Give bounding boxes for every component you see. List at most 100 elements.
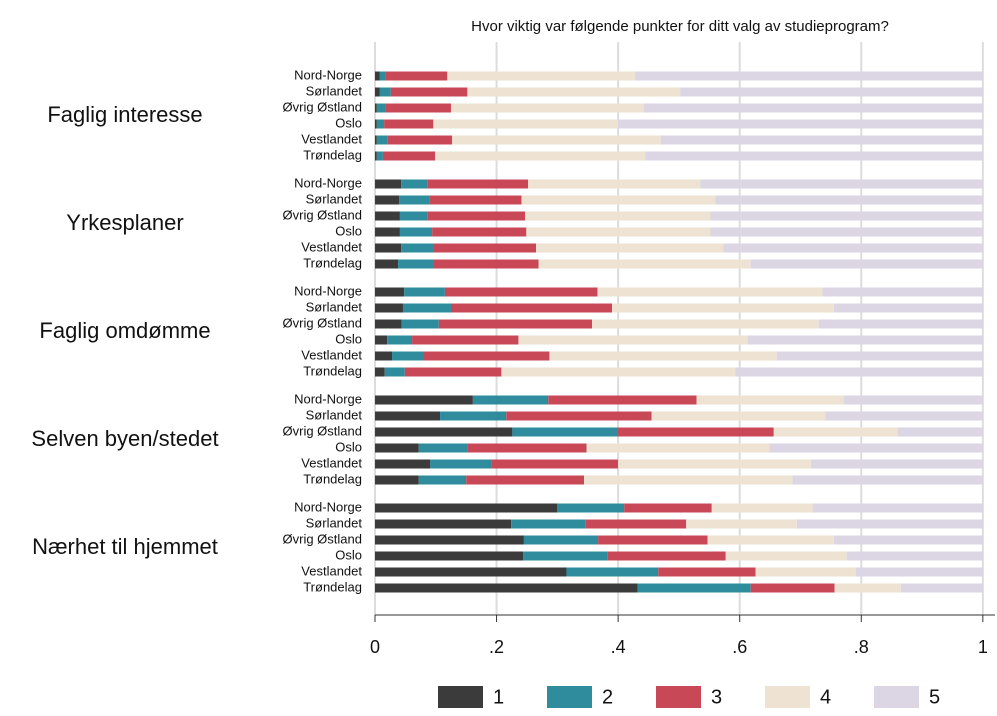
bar-segment — [375, 395, 473, 405]
y-tick-label: Nord-Norge — [294, 67, 362, 82]
bar-segment — [402, 303, 451, 313]
bar-segment — [643, 103, 983, 113]
bar-segment — [725, 551, 847, 561]
bar-segment — [375, 411, 441, 421]
bar-segment — [598, 535, 708, 545]
bar-segment — [521, 195, 716, 205]
legend-label: 2 — [602, 686, 613, 708]
bar-segment — [818, 319, 983, 329]
bar-segment — [404, 287, 445, 297]
y-tick-label: Vestlandet — [301, 563, 362, 578]
legend-label: 4 — [820, 686, 831, 708]
y-tick-label: Sørlandet — [306, 83, 363, 98]
x-tick-label: .2 — [489, 637, 504, 657]
bar-segment — [401, 179, 428, 189]
bar-segment — [651, 411, 826, 421]
bar-segment — [467, 443, 587, 453]
bar-segment — [429, 195, 522, 205]
group-label: Faglig interesse — [47, 102, 202, 127]
bar-segment — [444, 287, 598, 297]
bar-segment — [549, 351, 777, 361]
bar-segment — [375, 335, 388, 345]
legend-swatch — [656, 686, 701, 708]
bar-segment — [398, 259, 434, 269]
bar-segment — [501, 367, 736, 377]
bar-segment — [412, 335, 519, 345]
y-tick-label: Øvrig Østland — [283, 99, 362, 114]
bar-segment — [376, 135, 388, 145]
bar-segment — [696, 395, 844, 405]
bar-segment — [387, 335, 413, 345]
bar-segment — [597, 287, 823, 297]
bar-segment — [511, 519, 586, 529]
bar-segment — [750, 259, 983, 269]
bar-segment — [387, 135, 453, 145]
y-tick-label: Øvrig Østland — [283, 531, 362, 546]
bar-segment — [834, 583, 901, 593]
bar-segment — [423, 351, 550, 361]
y-tick-label: Øvrig Østland — [283, 423, 362, 438]
y-tick-label: Sørlandet — [306, 407, 363, 422]
bar-segment — [750, 583, 835, 593]
y-tick-label: Vestlandet — [301, 455, 362, 470]
bar-segment — [375, 211, 400, 221]
bar-segment — [660, 135, 983, 145]
bar-segment — [843, 395, 983, 405]
bar-segment — [375, 519, 512, 529]
legend-swatch — [547, 686, 592, 708]
bar-segment — [384, 119, 434, 129]
group-label: Faglig omdømme — [39, 318, 210, 343]
y-tick-label: Oslo — [335, 331, 362, 346]
y-tick-label: Øvrig Østland — [283, 207, 362, 222]
bar-segment — [432, 227, 527, 237]
bar-segment — [776, 351, 983, 361]
bar-segment — [715, 195, 983, 205]
x-tick-label: 1 — [978, 637, 988, 657]
bar-segment — [375, 259, 399, 269]
bar-segment — [433, 243, 537, 253]
x-tick-label: .8 — [854, 637, 869, 657]
bar-segment — [450, 103, 644, 113]
bar-segment — [375, 475, 419, 485]
bar-segment — [376, 119, 385, 129]
bar-segment — [523, 551, 608, 561]
y-tick-label: Trøndelag — [303, 147, 362, 162]
bar-segment — [399, 195, 430, 205]
y-tick-label: Nord-Norge — [294, 499, 362, 514]
bar-segment — [375, 551, 524, 561]
bar-segment — [401, 243, 434, 253]
legend-swatch — [765, 686, 810, 708]
bar-segment — [375, 319, 402, 329]
bar-segment — [584, 475, 793, 485]
bar-segment — [418, 475, 467, 485]
y-tick-label: Oslo — [335, 223, 362, 238]
bar-segment — [427, 211, 526, 221]
y-tick-label: Trøndelag — [303, 579, 362, 594]
y-tick-label: Nord-Norge — [294, 283, 362, 298]
bar-segment — [401, 319, 439, 329]
y-tick-label: Nord-Norge — [294, 175, 362, 190]
bar-segment — [680, 87, 983, 97]
bar-segment — [900, 583, 983, 593]
bar-segment — [833, 303, 983, 313]
bar-segment — [528, 179, 701, 189]
bar-segment — [592, 319, 819, 329]
bar-segment — [379, 71, 386, 81]
bar-segment — [399, 211, 428, 221]
bar-segment — [796, 519, 983, 529]
bar-segment — [379, 87, 391, 97]
bar-segment — [375, 135, 377, 145]
bar-segment — [392, 351, 424, 361]
bar-segment — [375, 287, 405, 297]
bar-segment — [548, 395, 697, 405]
bar-segment — [385, 71, 448, 81]
bar-segment — [375, 351, 393, 361]
bar-segment — [375, 427, 513, 437]
bar-segment — [385, 103, 451, 113]
bar-segment — [382, 151, 436, 161]
bar-segment — [810, 459, 983, 469]
bar-segment — [430, 459, 492, 469]
bar-segment — [833, 535, 983, 545]
bar-segment — [506, 411, 652, 421]
